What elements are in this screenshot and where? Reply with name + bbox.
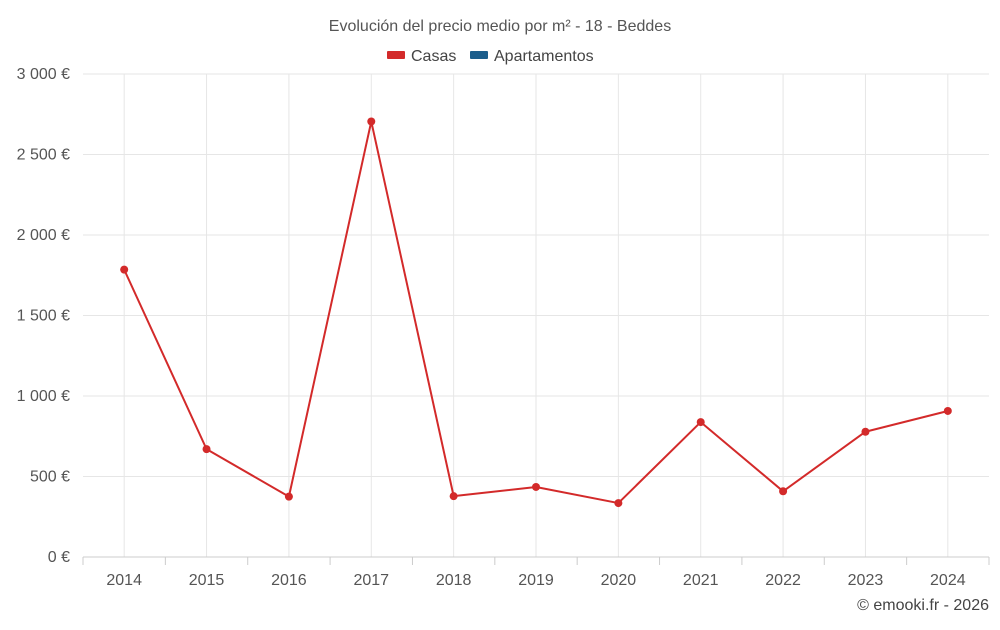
- y-tick-label: 2 500 €: [17, 147, 70, 164]
- x-tick-label: 2017: [353, 572, 389, 589]
- legend-item-casas[interactable]: Casas: [387, 48, 456, 65]
- x-tick-label: 2020: [601, 572, 637, 589]
- y-tick-label: 3 000 €: [17, 66, 70, 83]
- series-layer: [120, 117, 952, 508]
- credit-label: © emooki.fr - 2026: [857, 597, 989, 614]
- y-tick-label: 1 500 €: [17, 308, 70, 325]
- data-point[interactable]: [449, 492, 458, 501]
- y-tick-label: 1 000 €: [17, 388, 70, 405]
- x-tick-label: 2019: [518, 572, 554, 589]
- legend: Casas Apartamentos: [387, 48, 594, 65]
- legend-item-apartamentos[interactable]: Apartamentos: [470, 48, 594, 65]
- data-point[interactable]: [614, 499, 623, 508]
- x-tick-label: 2014: [106, 572, 142, 589]
- data-point[interactable]: [943, 406, 952, 415]
- x-tick-label: 2016: [271, 572, 307, 589]
- legend-label-casas: Casas: [411, 48, 456, 65]
- data-point[interactable]: [779, 487, 788, 496]
- x-tick-label: 2021: [683, 572, 719, 589]
- data-point[interactable]: [202, 445, 211, 454]
- data-point[interactable]: [284, 492, 293, 501]
- data-point[interactable]: [120, 265, 129, 274]
- data-point[interactable]: [532, 482, 540, 491]
- data-point[interactable]: [696, 418, 705, 427]
- legend-label-apartamentos: Apartamentos: [494, 48, 594, 65]
- x-tick-label: 2018: [436, 572, 472, 589]
- chart-title: Evolución del precio medio por m² - 18 -…: [329, 18, 671, 35]
- y-tick-label: 500 €: [30, 469, 70, 486]
- x-tick-label: 2023: [848, 572, 884, 589]
- legend-swatch-apartamentos: [470, 51, 488, 59]
- x-tick-label: 2022: [765, 572, 801, 589]
- y-tick-label: 0 €: [48, 549, 70, 566]
- y-axis: 0 € 500 € 1 000 € 1 500 € 2 000 € 2 500 € 3 00…: [17, 66, 70, 566]
- x-tick-label: 2015: [189, 572, 225, 589]
- x-tick-label: 2024: [930, 572, 966, 589]
- data-point[interactable]: [367, 117, 376, 126]
- data-point[interactable]: [861, 427, 870, 436]
- grid: [83, 73, 989, 557]
- x-axis: 2014 2015 2016 2017 2018 2019 2020 2021 2022 2023…: [82, 556, 990, 589]
- legend-swatch-casas: [387, 51, 405, 59]
- y-tick-label: 2 000 €: [17, 227, 70, 244]
